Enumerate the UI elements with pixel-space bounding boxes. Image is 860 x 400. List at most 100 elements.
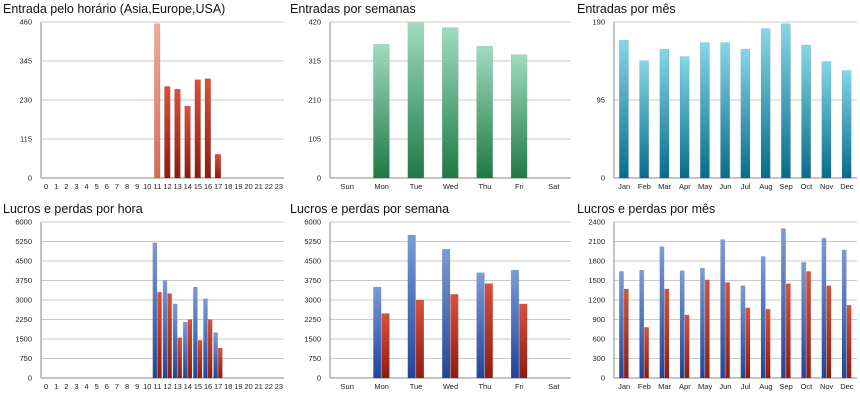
bar-sep-series-1 xyxy=(781,228,786,379)
chart-panel-weekly-profit-loss: Lucros e perdas por semana 0 750 1500 2250 3… xyxy=(287,200,574,400)
chart-panel-monthly-entries: Entradas por mês 0 95 190 Jan Feb Mar Apr May Ju… xyxy=(574,0,860,200)
bar-sep-series-2 xyxy=(785,283,791,379)
bar-aug-series-1 xyxy=(760,256,766,379)
x-tick-label: 6 xyxy=(105,182,109,191)
y-tick-label: 3750 xyxy=(304,276,321,285)
x-tick-label: 19 xyxy=(234,182,242,191)
bar-fri-series-2 xyxy=(519,303,528,379)
y-tick-label: 600 xyxy=(592,335,605,344)
y-tick-label: 95 xyxy=(597,96,605,105)
bar-11-series-2 xyxy=(157,291,162,379)
y-tick-label: 1800 xyxy=(588,257,605,266)
y-tick-label: 0 xyxy=(28,174,32,183)
y-tick-label: 210 xyxy=(308,96,321,105)
x-tick-label: 15 xyxy=(194,182,202,191)
x-tick-label: May xyxy=(698,182,712,191)
x-tick-label: Jun xyxy=(719,382,731,391)
x-tick-label: 5 xyxy=(95,382,99,391)
x-tick-label: 1 xyxy=(54,382,58,391)
x-tick-label: Mar xyxy=(658,182,671,191)
x-tick-label: 9 xyxy=(135,182,139,191)
y-tick-label: 1200 xyxy=(588,296,605,305)
bar-may-series-2 xyxy=(704,279,710,379)
x-tick-label: 0 xyxy=(44,382,48,391)
bar-mar-series-2 xyxy=(664,288,670,379)
bar-dec-series-2 xyxy=(846,304,852,379)
x-tick-label: 8 xyxy=(125,182,129,191)
y-tick-label: 1500 xyxy=(15,335,32,344)
x-tick-label: 8 xyxy=(125,382,129,391)
bar-12-series-1 xyxy=(162,280,168,379)
bar-15-series-1 xyxy=(193,286,198,379)
y-tick-label: 0 xyxy=(28,374,32,383)
bar-15 xyxy=(194,79,201,179)
x-tick-label: 23 xyxy=(275,382,283,391)
bar-oct xyxy=(801,44,811,179)
y-tick-label: 3000 xyxy=(304,296,321,305)
x-tick-label: 1 xyxy=(54,182,58,191)
chart-panel-hourly-profit-loss: Lucros e perdas por hora 0 750 1500 2250 300… xyxy=(0,200,287,400)
x-tick-label: 12 xyxy=(163,182,171,191)
y-tick-label: 6000 xyxy=(15,218,32,227)
x-tick-label: Wed xyxy=(443,182,458,191)
y-tick-label: 105 xyxy=(308,135,321,144)
x-tick-label: Feb xyxy=(638,182,651,191)
bar-apr-series-1 xyxy=(679,270,685,379)
bar-feb xyxy=(639,60,649,179)
y-tick-label: 750 xyxy=(308,354,321,363)
bar-16-series-1 xyxy=(203,298,208,379)
x-tick-label: 20 xyxy=(244,382,252,391)
bar-fri-series-1 xyxy=(510,269,520,379)
chart-panel-weekly-entries: Entradas por semanas 0 105 210 315 420 Sun Mon… xyxy=(287,0,574,200)
bar-feb-series-1 xyxy=(639,269,645,379)
x-tick-label: 18 xyxy=(224,382,232,391)
bar-tue-series-2 xyxy=(415,299,425,379)
bar-apr-series-2 xyxy=(684,314,690,379)
bar-jun xyxy=(720,42,730,179)
bar-17-series-2 xyxy=(217,347,223,379)
bar-nov xyxy=(821,61,832,179)
y-tick-label: 4500 xyxy=(15,257,32,266)
x-tick-label: Sun xyxy=(341,182,354,191)
x-tick-label: May xyxy=(698,382,712,391)
x-tick-label: 11 xyxy=(154,182,162,191)
x-tick-label: Jan xyxy=(618,182,630,191)
bar-12 xyxy=(164,86,171,179)
bar-jan-series-2 xyxy=(623,288,629,379)
bar-jul-series-1 xyxy=(740,285,746,379)
x-tick-label: 14 xyxy=(184,182,192,191)
x-tick-label: 20 xyxy=(244,182,252,191)
chart-panel-monthly-profit-loss: Lucros e perdas por mês 0 300 600 900 1200 15… xyxy=(574,200,860,400)
x-tick-label: 22 xyxy=(265,382,273,391)
x-tick-label: Thu xyxy=(478,182,491,191)
x-tick-label: Apr xyxy=(679,182,691,191)
bar-fri xyxy=(510,54,528,179)
y-tick-label: 0 xyxy=(317,174,321,183)
y-tick-label: 3750 xyxy=(15,276,32,285)
x-tick-label: 17 xyxy=(214,182,222,191)
x-tick-label: 15 xyxy=(194,382,202,391)
bar-aug-series-2 xyxy=(765,308,771,379)
x-tick-label: 11 xyxy=(154,382,162,391)
x-tick-label: 12 xyxy=(163,382,171,391)
bar-16 xyxy=(204,78,211,179)
bar-13-series-1 xyxy=(172,303,178,379)
bar-wed xyxy=(441,27,459,179)
x-tick-label: 4 xyxy=(84,182,88,191)
x-tick-label: 16 xyxy=(204,382,212,391)
y-tick-label: 2400 xyxy=(588,218,605,227)
x-tick-label: 21 xyxy=(255,182,263,191)
x-tick-label: Nov xyxy=(820,182,834,191)
x-tick-label: 2 xyxy=(64,182,68,191)
x-tick-label: Thu xyxy=(478,382,491,391)
chart-title: Lucros e perdas por mês xyxy=(577,202,716,216)
bar-oct-series-2 xyxy=(806,271,811,379)
chart-title: Entradas por mês xyxy=(577,2,676,16)
bar-17 xyxy=(214,154,222,179)
bar-sep xyxy=(781,23,791,179)
chart-monthly-profit-loss: 0 300 600 900 1200 1500 1800 2100 2400 Jan Feb Mar A… xyxy=(588,218,857,391)
bar-nov-series-2 xyxy=(826,285,832,379)
bar-16-series-2 xyxy=(207,319,213,379)
